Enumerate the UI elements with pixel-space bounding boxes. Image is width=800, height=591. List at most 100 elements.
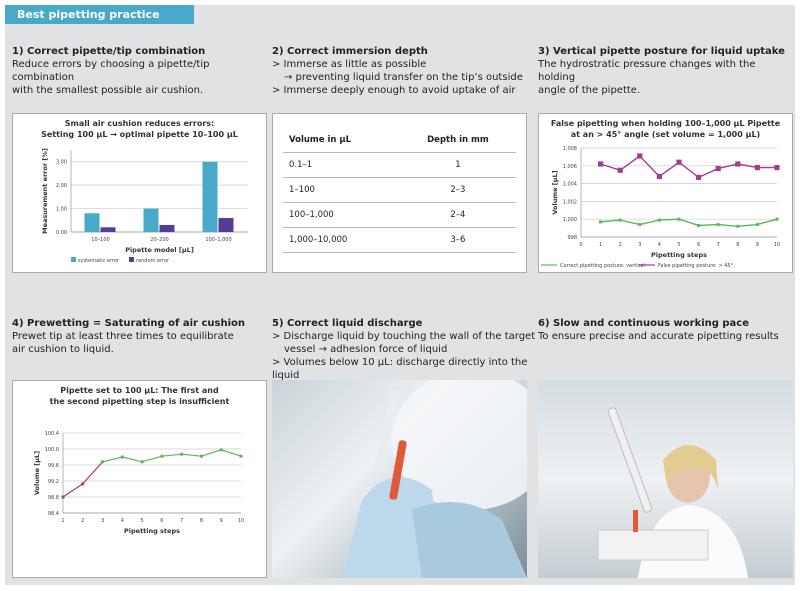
data-point (219, 448, 223, 452)
table-row: 100–1,000 2–4 (283, 202, 516, 228)
table-header-row: Volume in µL Depth in mm (283, 128, 516, 153)
page-title: Best pipetting practice (5, 5, 194, 24)
data-point (618, 218, 622, 222)
legend-swatch (129, 257, 134, 262)
data-point (696, 174, 702, 180)
x-tick-label: 10–100 (91, 237, 109, 243)
section-text: To ensure precise and accurate pipetting… (538, 331, 779, 342)
data-point (736, 224, 740, 228)
x-axis-label: Pipetting steps (651, 251, 707, 259)
bar-chart: Small air cushion reduces errors: Setting… (41, 119, 248, 264)
photo-working-pace (538, 380, 793, 578)
bar (202, 161, 218, 232)
x-tick-label: 9 (220, 518, 223, 524)
section-title: 6) Slow and continuous working pace (538, 318, 750, 329)
section-text: Prewet tip at least three times to equil… (12, 331, 234, 342)
x-tick-label: 6 (697, 242, 700, 248)
table-cell: 3–6 (399, 227, 516, 253)
chart-card-posture: False pipetting when holding 100–1,000 µ… (538, 113, 793, 273)
table-cell: 2–3 (399, 177, 516, 203)
series-line (600, 218, 778, 228)
x-tick-label: 8 (736, 242, 739, 248)
section-text: > Volumes below 10 µL: discharge directl… (272, 357, 528, 381)
data-point (599, 220, 603, 224)
bar (143, 208, 159, 232)
y-tick-label: 1.00 (56, 207, 67, 213)
data-point (657, 218, 661, 222)
x-tick-label: 7 (717, 242, 720, 248)
x-tick-label: 0 (579, 242, 582, 248)
x-tick-label: 100–1,000 (205, 237, 231, 243)
x-tick-label: 10 (774, 242, 780, 248)
y-tick-label: 100.0 (45, 447, 59, 453)
x-tick-label: 10 (238, 518, 244, 524)
table-row: 1,000–10,000 3–6 (283, 227, 516, 253)
section-5: 5) Correct liquid discharge > Discharge l… (272, 317, 537, 382)
bar (218, 217, 234, 232)
table-cell: 1–100 (283, 177, 400, 203)
table-cell: 1 (399, 152, 516, 178)
legend-label: False pipetting posture: > 45° (658, 263, 734, 269)
data-point (140, 460, 144, 464)
y-tick-label: 998 (567, 235, 577, 241)
series-line (62, 461, 104, 498)
y-tick-label: 0.00 (56, 230, 67, 236)
x-tick-label: 7 (180, 518, 183, 524)
y-axis-label: Measurement error [%] (41, 148, 49, 234)
data-point (199, 454, 203, 458)
x-tick-label: 1 (61, 518, 64, 524)
x-tick-label: 3 (638, 242, 641, 248)
legend-label: systematic error (78, 258, 120, 264)
section-6: 6) Slow and continuous working pace To en… (538, 317, 793, 343)
line-chart: Pipette set to 100 µL: The first and the … (33, 386, 244, 535)
data-point (716, 223, 720, 227)
chart-card-prewetting: Pipette set to 100 µL: The first and the … (12, 380, 267, 578)
table-cell: 0.1–1 (283, 152, 400, 178)
x-axis-label: Pipetting steps (124, 527, 180, 535)
section-text: > Discharge liquid by touching the wall … (272, 331, 536, 342)
section-title: 1) Correct pipette/tip combination (12, 46, 206, 57)
data-point (81, 482, 85, 486)
section-text: vessel → adhesion force of liquid (284, 344, 448, 355)
line-chart: False pipetting when holding 100–1,000 µ… (541, 119, 781, 269)
section-2: 2) Correct immersion depth > Immerse as l… (272, 45, 537, 97)
table-card: Volume in µL Depth in mm 0.1–1 1 1–100 2–3 … (272, 113, 527, 273)
y-axis-label: Volume [µL] (551, 170, 559, 214)
table-cell: 1,000–10,000 (283, 227, 400, 253)
column-header: Depth in mm (399, 128, 516, 153)
table-cell: 2–4 (399, 202, 516, 228)
section-title: 5) Correct liquid discharge (272, 318, 423, 329)
x-tick-label: 20–200 (150, 237, 168, 243)
data-point (617, 167, 623, 173)
chart-title: False pipetting when holding 100–1,000 µ… (551, 119, 781, 128)
y-tick-label: 1,008 (563, 146, 577, 152)
data-point (656, 173, 662, 180)
y-tick-label: 98.4 (48, 511, 59, 517)
section-text: air cushion to liquid. (12, 344, 114, 355)
data-point (774, 164, 780, 171)
x-axis-label: Pipette model [µL] (125, 246, 194, 254)
y-tick-label: 1,004 (563, 182, 577, 188)
x-tick-label: 1 (599, 242, 602, 248)
scientist-image (597, 407, 748, 578)
y-tick-label: 99.6 (48, 463, 59, 469)
data-point (775, 217, 779, 221)
x-tick-label: 3 (101, 518, 104, 524)
y-tick-label: 98.8 (48, 495, 59, 501)
chart-card-air-cushion: Small air cushion reduces errors: Setting… (12, 113, 267, 273)
immersion-depth-table: Volume in µL Depth in mm 0.1–1 1 1–100 2–3 … (283, 128, 516, 253)
section-title: 3) Vertical pipette posture for liquid u… (538, 46, 785, 57)
chart-title: Small air cushion reduces errors: (65, 119, 214, 128)
x-tick-label: 9 (756, 242, 759, 248)
bar (84, 213, 100, 232)
data-point (120, 455, 124, 459)
column-header: Volume in µL (283, 128, 400, 153)
y-tick-label: 3.00 (56, 160, 67, 166)
y-tick-label: 1,006 (563, 164, 577, 170)
pipetting-hands-image (342, 380, 527, 578)
legend-label: random error (136, 258, 170, 264)
section-title: 4) Prewetting = Saturating of air cushio… (12, 318, 246, 329)
bar (159, 224, 175, 232)
table-row: 1–100 2–3 (283, 177, 516, 203)
table-row: 0.1–1 1 (283, 152, 516, 178)
